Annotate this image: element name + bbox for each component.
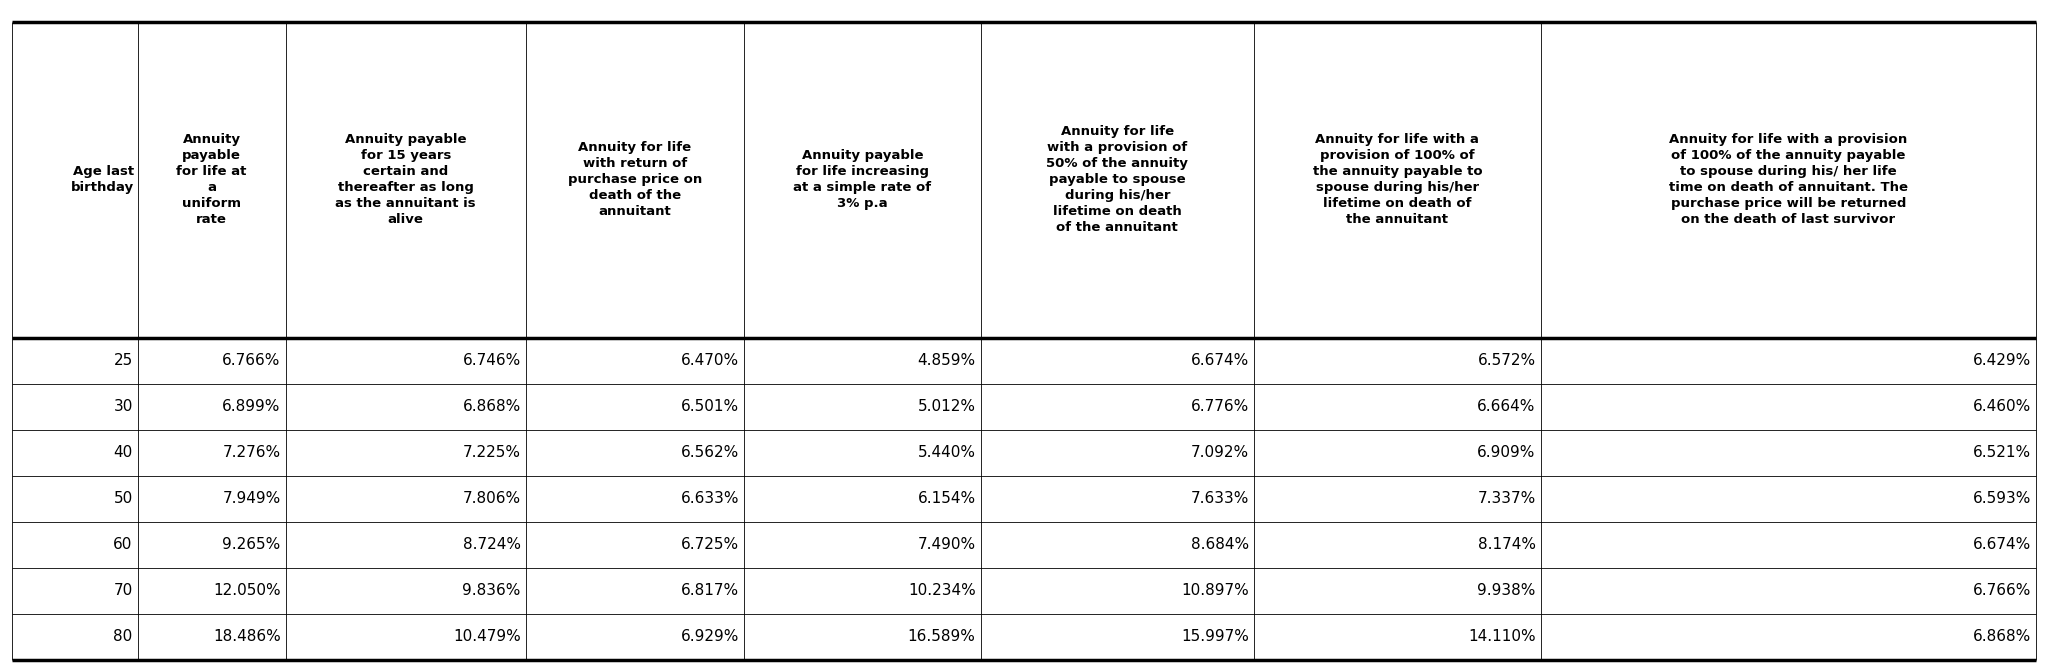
Text: 6.633%: 6.633% (680, 492, 739, 506)
Text: 9.265%: 9.265% (223, 538, 281, 552)
Text: 9.836%: 9.836% (463, 583, 520, 599)
Text: Annuity for life with a
provision of 100% of
the annuity payable to
spouse durin: Annuity for life with a provision of 100… (1313, 134, 1483, 226)
Text: 60: 60 (113, 538, 133, 552)
Text: Annuity for life with a provision
of 100% of the annuity payable
to spouse durin: Annuity for life with a provision of 100… (1669, 134, 1909, 226)
Text: 50: 50 (113, 492, 133, 506)
Text: 6.899%: 6.899% (221, 399, 281, 414)
Text: 6.521%: 6.521% (1972, 446, 2032, 460)
Text: 7.490%: 7.490% (918, 538, 975, 552)
Text: 6.470%: 6.470% (680, 353, 739, 368)
Text: 6.776%: 6.776% (1190, 399, 1249, 414)
Text: 7.806%: 7.806% (463, 492, 520, 506)
Text: 7.092%: 7.092% (1192, 446, 1249, 460)
Text: 8.684%: 8.684% (1192, 538, 1249, 552)
Text: 10.479%: 10.479% (453, 629, 520, 645)
Text: 8.174%: 8.174% (1477, 538, 1536, 552)
Text: 7.225%: 7.225% (463, 446, 520, 460)
Text: 80: 80 (113, 629, 133, 645)
Text: 7.337%: 7.337% (1477, 492, 1536, 506)
Text: Annuity for life
with return of
purchase price on
death of the
annuitant: Annuity for life with return of purchase… (567, 142, 702, 218)
Text: 40: 40 (113, 446, 133, 460)
Text: 7.949%: 7.949% (223, 492, 281, 506)
Text: 6.868%: 6.868% (1972, 629, 2032, 645)
Text: 18.486%: 18.486% (213, 629, 281, 645)
Text: Annuity payable
for life increasing
at a simple rate of
3% p.a: Annuity payable for life increasing at a… (793, 150, 932, 210)
Text: 70: 70 (113, 583, 133, 599)
Text: 10.897%: 10.897% (1182, 583, 1249, 599)
Text: 6.929%: 6.929% (680, 629, 739, 645)
Text: 6.562%: 6.562% (680, 446, 739, 460)
Text: Annuity for life
with a provision of
50% of the annuity
payable to spouse
during: Annuity for life with a provision of 50%… (1047, 126, 1188, 234)
Text: 6.766%: 6.766% (221, 353, 281, 368)
Text: 6.817%: 6.817% (680, 583, 739, 599)
Text: 6.868%: 6.868% (463, 399, 520, 414)
Text: 15.997%: 15.997% (1182, 629, 1249, 645)
Text: 6.746%: 6.746% (463, 353, 520, 368)
Text: 14.110%: 14.110% (1468, 629, 1536, 645)
Text: 6.725%: 6.725% (680, 538, 739, 552)
Text: 4.859%: 4.859% (918, 353, 975, 368)
Text: 16.589%: 16.589% (907, 629, 975, 645)
Text: 10.234%: 10.234% (907, 583, 975, 599)
Text: 5.440%: 5.440% (918, 446, 975, 460)
Text: 6.674%: 6.674% (1190, 353, 1249, 368)
Text: 6.429%: 6.429% (1972, 353, 2032, 368)
Text: 7.276%: 7.276% (223, 446, 281, 460)
Text: Age last
birthday: Age last birthday (70, 166, 133, 194)
Text: 25: 25 (113, 353, 133, 368)
Text: 8.724%: 8.724% (463, 538, 520, 552)
Text: 9.938%: 9.938% (1477, 583, 1536, 599)
Text: 6.593%: 6.593% (1972, 492, 2032, 506)
Text: 6.572%: 6.572% (1477, 353, 1536, 368)
Text: 7.633%: 7.633% (1190, 492, 1249, 506)
Text: 5.012%: 5.012% (918, 399, 975, 414)
Text: Annuity
payable
for life at
a
uniform
rate: Annuity payable for life at a uniform ra… (176, 134, 248, 226)
Text: 30: 30 (113, 399, 133, 414)
Text: 6.909%: 6.909% (1477, 446, 1536, 460)
Text: 12.050%: 12.050% (213, 583, 281, 599)
Text: 6.674%: 6.674% (1972, 538, 2032, 552)
Text: Annuity payable
for 15 years
certain and
thereafter as long
as the annuitant is
: Annuity payable for 15 years certain and… (336, 134, 475, 226)
Text: 6.154%: 6.154% (918, 492, 975, 506)
Text: 6.664%: 6.664% (1477, 399, 1536, 414)
Text: 6.501%: 6.501% (680, 399, 739, 414)
Text: 6.766%: 6.766% (1972, 583, 2032, 599)
Text: 6.460%: 6.460% (1972, 399, 2032, 414)
